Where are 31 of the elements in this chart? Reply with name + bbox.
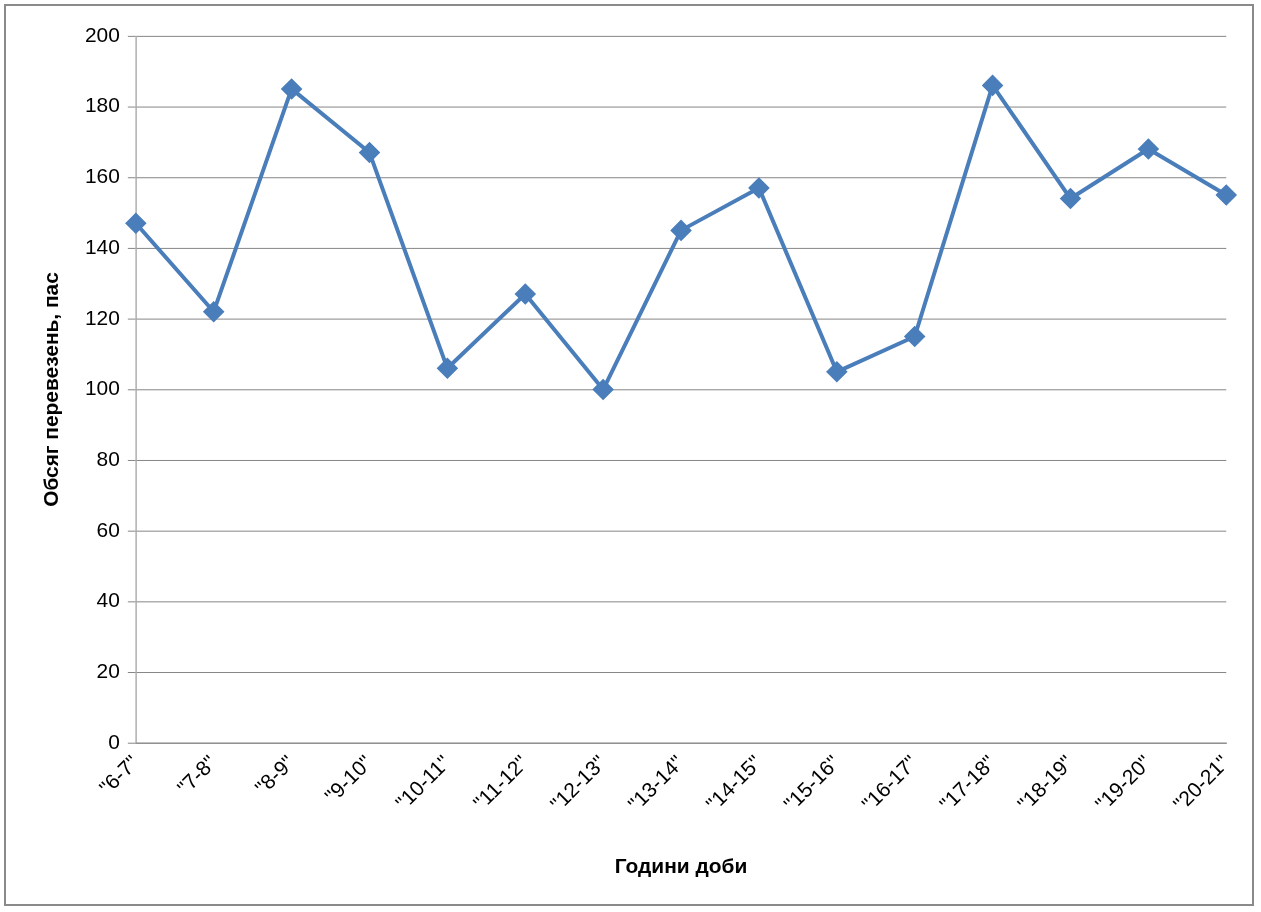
y-tick-label: 160 <box>84 164 120 188</box>
point <box>1216 185 1237 205</box>
x-axis-title: Години доби <box>614 854 748 878</box>
point <box>593 379 614 400</box>
point <box>203 301 224 322</box>
point <box>748 177 769 198</box>
y-tick-label: 100 <box>84 376 120 400</box>
point <box>904 326 925 347</box>
y-tick-label: 120 <box>84 305 120 329</box>
point <box>359 142 380 163</box>
point <box>982 75 1003 96</box>
point <box>437 358 458 379</box>
y-tick-label: 60 <box>96 517 120 541</box>
point <box>671 220 692 241</box>
point <box>515 284 536 304</box>
point <box>1060 188 1081 209</box>
y-tick-label: 80 <box>96 447 120 471</box>
x-tick-label: "7-8" <box>172 750 221 799</box>
y-tick-label: 180 <box>84 93 120 117</box>
y-tick-label: 20 <box>96 659 120 683</box>
x-tick-label: "8-9" <box>250 750 299 799</box>
y-tick-label: 0 <box>108 729 120 753</box>
point <box>125 213 146 234</box>
x-tick-label: "6-7" <box>94 750 143 799</box>
y-tick-label: 40 <box>96 588 120 612</box>
point <box>1138 139 1159 159</box>
y-axis-title: Обсяг перевезень, пас <box>39 271 63 507</box>
point <box>826 361 847 382</box>
point <box>281 78 302 99</box>
y-tick-label: 140 <box>84 234 120 258</box>
y-tick-label: 200 <box>84 22 120 46</box>
